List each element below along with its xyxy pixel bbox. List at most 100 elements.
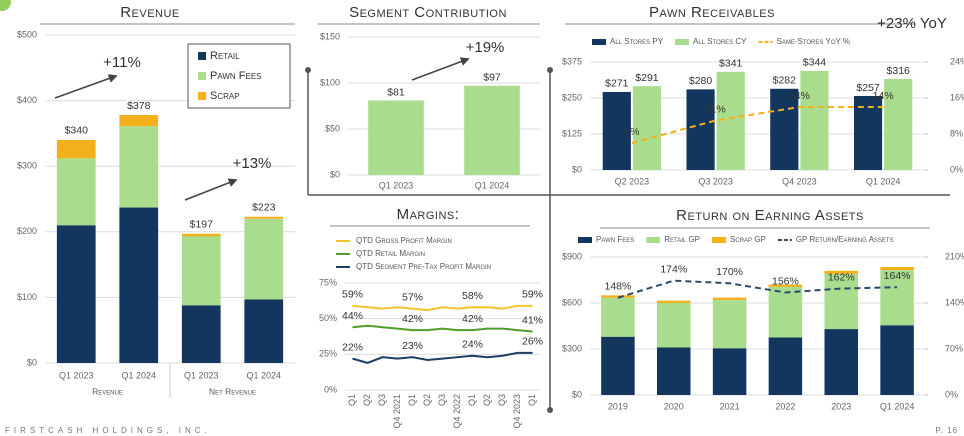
y-tick-label: 0%	[324, 384, 337, 394]
x-tick-label: Q1 2024	[246, 370, 281, 380]
annotation: +13%	[233, 155, 272, 172]
x-tick-label: Q4 2021	[392, 394, 402, 429]
bar-segment	[181, 305, 221, 363]
value-label: 59%	[522, 289, 543, 301]
line	[352, 324, 533, 333]
x-tick-label: Q1	[527, 394, 537, 406]
legend-label: All Stores CY	[693, 37, 747, 46]
value-label: 23%	[402, 340, 423, 352]
y2-tick-label: 210%	[945, 251, 964, 261]
y-tick-label: $125	[562, 128, 582, 138]
x-tick-label: 2020	[664, 401, 684, 411]
x-tick-label: Q2	[482, 394, 492, 406]
value-label: $344	[803, 57, 827, 69]
bar-segment	[712, 348, 747, 395]
x-tick-label: Q1 2024	[121, 370, 156, 380]
bar-segment	[824, 270, 858, 274]
legend-marker	[198, 72, 206, 80]
x-tick-label: Q1 2023	[379, 180, 414, 190]
bar-segment	[244, 299, 284, 363]
bar-segment	[712, 299, 747, 349]
bar-segment	[181, 233, 221, 237]
bar-segment	[880, 270, 914, 326]
bar-segment	[181, 236, 221, 306]
bar	[686, 89, 715, 170]
legend-label: QTD Gross Profit Margin	[356, 236, 452, 245]
x-tick-label: Q1 2023	[59, 370, 94, 380]
total-label: $378	[127, 100, 151, 112]
bar	[884, 78, 913, 170]
x-tick-label: Q1	[467, 394, 477, 406]
chart-title: Segment Contribution	[349, 4, 507, 21]
bar	[464, 85, 520, 175]
legend-marker	[198, 92, 206, 100]
legend-marker	[675, 39, 690, 45]
chart-title: Revenue	[120, 4, 180, 21]
y-tick-label: $300	[17, 161, 37, 171]
bar-segment	[601, 295, 635, 298]
bar-segment	[657, 300, 691, 303]
x-tick-label: Q1 2023	[184, 370, 219, 380]
value-label: 170%	[716, 266, 743, 278]
y-tick-label: $500	[17, 29, 37, 39]
y2-tick-label: 70%	[945, 343, 963, 353]
x-tick-label: Q3	[377, 394, 387, 406]
legend-label: Scrap GP	[730, 235, 766, 244]
value-label: $280	[689, 75, 713, 87]
x-tick-label: 2019	[608, 401, 628, 411]
line	[352, 351, 533, 364]
legend-label: QTD Retail Margin	[356, 249, 425, 258]
y-tick-label: $0	[330, 169, 340, 179]
x-tick-label: Q2 2023	[615, 176, 650, 186]
divider-dot	[547, 407, 553, 413]
divider-dot	[547, 67, 553, 73]
y-tick-label: $50	[325, 123, 340, 133]
bar-segment	[824, 329, 858, 395]
y2-tick-label: 0%	[945, 389, 958, 399]
x-tick-label: 2023	[831, 401, 851, 411]
y-tick-label: 75%	[319, 277, 337, 287]
bar-segment	[880, 266, 914, 271]
y-tick-label: $0	[572, 164, 582, 174]
x-tick-label: Q2	[422, 394, 432, 406]
bar-segment	[56, 225, 96, 363]
legend-label: Same-Stores YoY %	[777, 37, 851, 46]
bar-segment	[768, 284, 803, 287]
bar-segment	[119, 126, 159, 208]
x-tick-label: 2022	[775, 401, 795, 411]
x-tick-label: Q3	[437, 394, 447, 406]
legend-marker	[592, 39, 606, 45]
bar-segment	[824, 273, 858, 330]
corner-dot	[0, 0, 11, 11]
x-tick-label: Q4 2022	[452, 394, 462, 429]
legend-label: Retail GP	[664, 235, 700, 244]
bar	[602, 91, 631, 170]
legend-label: All Stores PY	[610, 37, 664, 46]
bar	[632, 86, 662, 170]
value-label: $291	[635, 72, 659, 84]
value-label: 162%	[828, 271, 855, 283]
annotation: +11%	[103, 54, 141, 71]
chart-title: Margins:	[397, 206, 460, 223]
group-label: Net Revenue	[209, 386, 256, 396]
annotation-arrow	[54, 74, 118, 99]
footer-company: FIRSTCASH HOLDINGS, INC.	[5, 426, 211, 435]
annotation: +23% YoY	[877, 15, 947, 32]
divider-dot	[305, 67, 311, 73]
bar-segment	[56, 139, 96, 159]
value-label: 148%	[604, 281, 631, 293]
y2-tick-label: 8%	[950, 128, 963, 138]
legend-marker	[646, 237, 661, 243]
x-tick-label: Q1	[347, 394, 357, 406]
bar	[716, 71, 745, 170]
bar	[368, 100, 424, 175]
line	[631, 106, 884, 144]
value-label: 174%	[660, 263, 687, 275]
total-label: $223	[252, 201, 276, 213]
x-tick-label: Q4 2023	[782, 176, 817, 186]
legend-marker	[198, 52, 206, 60]
line	[617, 279, 898, 299]
bar-segment	[712, 297, 747, 300]
bar	[770, 88, 799, 170]
